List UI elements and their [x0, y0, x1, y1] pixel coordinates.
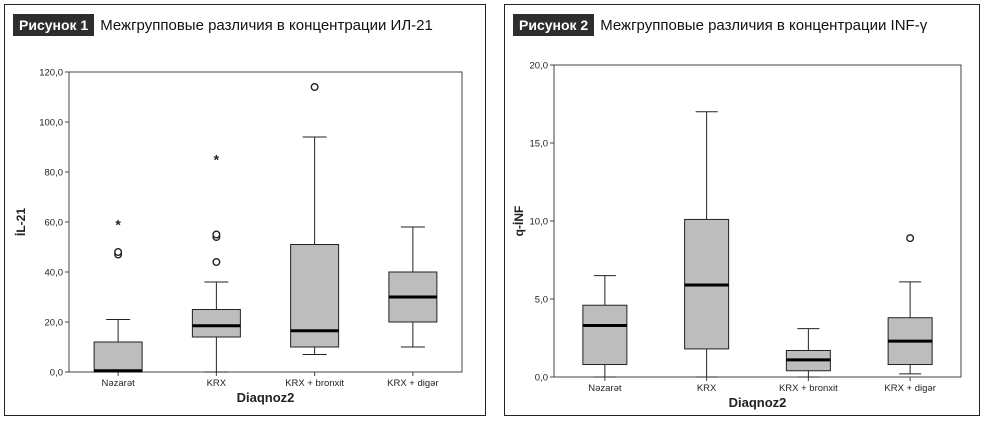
y-tick-label: 15,0 — [530, 139, 549, 150]
y-tick-label: 10,0 — [530, 217, 549, 228]
y-tick-label: 0,0 — [535, 373, 548, 384]
outlier-point — [212, 230, 221, 239]
y-tick-label: 20,0 — [45, 318, 64, 329]
y-tick-label: 120,0 — [39, 68, 63, 79]
figure-1-title: Межгрупповые различия в концентрации ИЛ-… — [100, 16, 433, 34]
y-tick-label: 80,0 — [45, 168, 64, 179]
figure-2-header: Рисунок 2 Межгрупповые различия в концен… — [513, 14, 927, 36]
x-tick-label: Nəzarət — [101, 378, 135, 389]
y-tick-label: 40,0 — [45, 268, 64, 279]
x-tick-label: KRX — [207, 378, 227, 389]
x-tick-label: KRX — [697, 383, 717, 394]
y-tick-label: 0,0 — [50, 368, 63, 379]
figure-1-header: Рисунок 1 Межгрупповые различия в концен… — [13, 14, 433, 36]
x-tick-label: KRX + digər — [884, 383, 936, 394]
x-tick-label: KRX + bronxit — [285, 378, 344, 389]
figure-1-panel: Рисунок 1 Межгрупповые различия в концен… — [4, 4, 486, 416]
figure-2-badge: Рисунок 2 — [513, 14, 595, 36]
x-tick-label: Nəzarət — [588, 383, 622, 394]
figure-2-title: Межгрупповые различия в концентрации INF… — [600, 16, 928, 34]
y-axis-label: İL-21 — [13, 208, 28, 236]
plot-frame — [68, 71, 463, 373]
x-axis-label: Diaqnoz2 — [237, 390, 295, 405]
x-tick-label: KRX + bronxit — [779, 383, 838, 394]
outlier-point — [310, 82, 319, 91]
box-iqr — [93, 341, 143, 373]
y-axis-label: q-İNF — [511, 206, 526, 237]
extreme-point: * — [214, 152, 220, 168]
y-tick-label: 100,0 — [39, 118, 63, 129]
figure-2-panel: Рисунок 2 Межгрупповые различия в концен… — [504, 4, 980, 416]
box-iqr — [191, 309, 241, 338]
outlier-point — [212, 257, 221, 266]
outlier-point — [114, 247, 123, 256]
il21-boxplot-chart: 0,0 20,0 40,0 60,0 80,0 100,0 120,0 İL-21 Nəzarə… — [13, 68, 463, 405]
y-tick-label: 20,0 — [530, 61, 549, 72]
outlier-point — [906, 234, 915, 243]
x-tick-label: KRX + digər — [387, 378, 439, 389]
extreme-point: * — [115, 217, 121, 233]
x-axis-label: Diaqnoz2 — [729, 395, 787, 410]
y-tick-label: 60,0 — [45, 218, 64, 229]
y-tick-label: 5,0 — [535, 295, 548, 306]
figure-1-badge: Рисунок 1 — [13, 14, 95, 36]
inf-gamma-boxplot-chart: 0,0 5,0 10,0 15,0 20,0 q-İNF Nəzarət KRX KRX + b… — [511, 61, 962, 410]
box-iqr — [582, 304, 628, 366]
